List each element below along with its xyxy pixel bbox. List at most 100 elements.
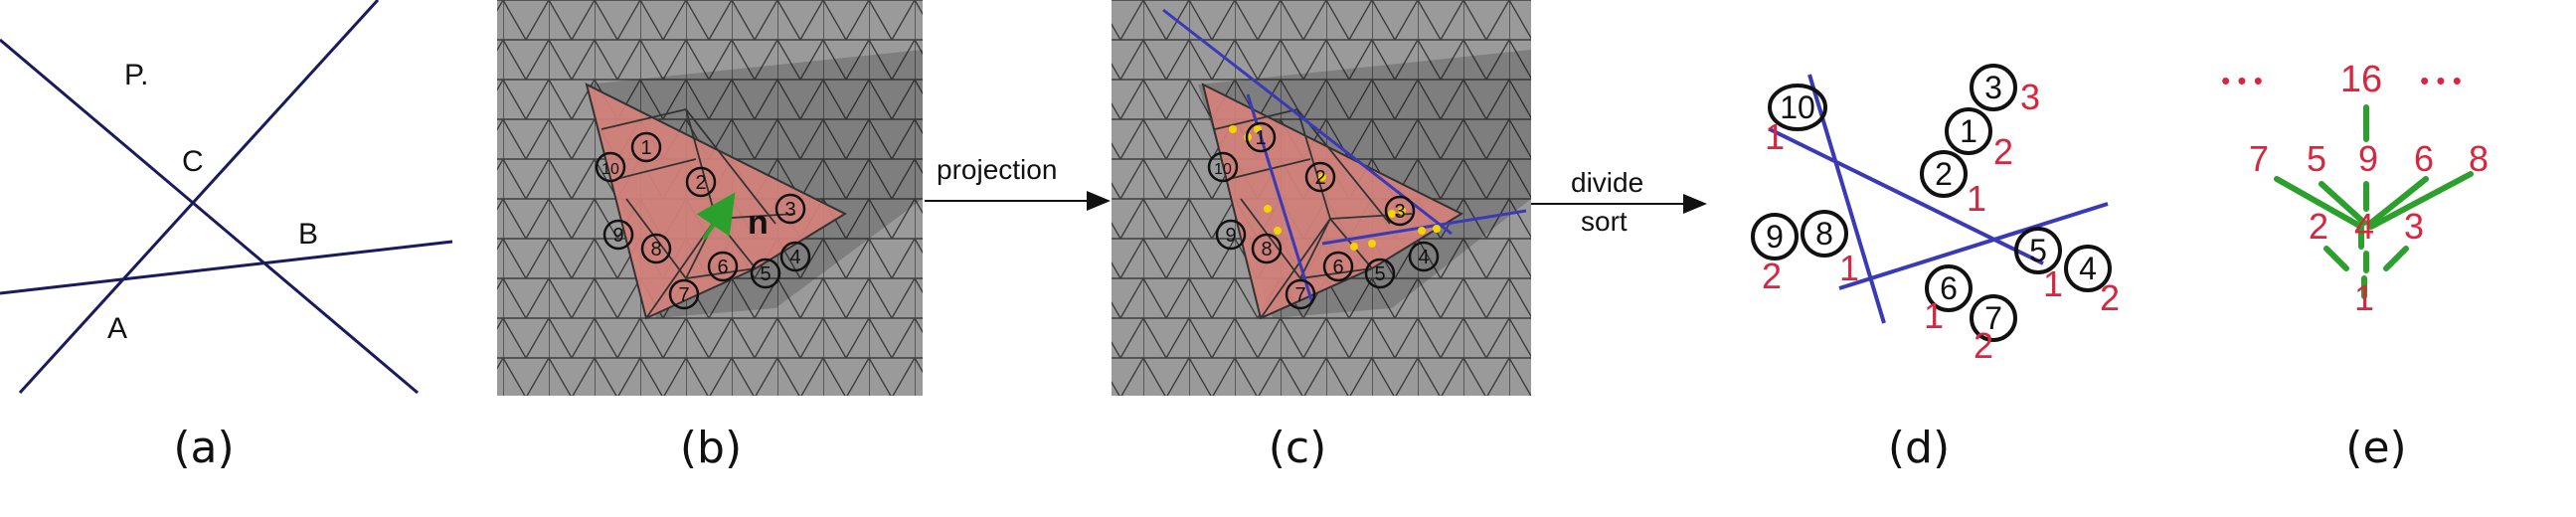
- arrow-projection: projection: [925, 154, 1111, 211]
- item-id-7: 7: [1984, 300, 2002, 336]
- tree-top: 16: [2340, 59, 2382, 100]
- item-circle-8: [1801, 210, 1848, 258]
- triangle-number-group: 1 2 3 45 6 7 8 9 10: [595, 131, 811, 310]
- line-pc: [0, 38, 419, 395]
- projected-triangle-circle-1: [1245, 121, 1277, 153]
- item-tag-7: 2: [1974, 325, 1993, 366]
- panel-e: • • • 16 • • • 7 5 9 6 8 2 4 31: [2221, 59, 2489, 318]
- triangle-number-1: 1: [640, 137, 651, 159]
- line-ac: [18, 0, 380, 395]
- panel-captions: (a) (b) (c) (d) (e): [173, 423, 2406, 473]
- item-circle-3: [1970, 64, 2017, 111]
- triangle-circle-6: [707, 251, 739, 282]
- tree-row2-5: 5: [2307, 138, 2326, 179]
- triangle-number-group-c: 1 2 3 4 5 6 7 8 9 10: [1207, 121, 1440, 310]
- projected-triangle-number-7: 7: [1294, 284, 1305, 306]
- ellipsis-right: • • •: [2420, 66, 2462, 95]
- projected-triangle-number-10: 10: [1214, 161, 1232, 178]
- item-tag-9: 2: [1762, 256, 1782, 296]
- arrow-divide-sort: divide sort: [1531, 167, 1707, 237]
- item-id-6: 6: [1940, 270, 1958, 306]
- item-circle-2: [1920, 150, 1968, 198]
- projected-triangle-number-6: 6: [1332, 257, 1343, 278]
- item-circle-5: [2014, 227, 2062, 274]
- tree-row2-6: 6: [2414, 138, 2434, 179]
- item-circle-7: [1970, 294, 2017, 342]
- tree-labels: • • • 16 • • • 7 5 9 6 8 2 4 31: [2221, 59, 2489, 318]
- tree-edges: [2274, 104, 2474, 299]
- projected-triangle-circle-4: [1408, 241, 1440, 272]
- triangle-number-9: 9: [612, 225, 623, 247]
- item-tag-8: 1: [1839, 248, 1859, 288]
- projected-triangle-circle-5: [1364, 258, 1396, 289]
- triangle-number-4: 4: [789, 247, 800, 268]
- triangle-circle-9: [602, 219, 634, 251]
- item-id-10: 10: [1780, 89, 1815, 125]
- label-c: C: [182, 145, 204, 178]
- item-circle-10: [1768, 84, 1827, 131]
- triangle-circle-5: [750, 258, 781, 289]
- projected-triangle-number-4: 4: [1418, 247, 1429, 268]
- triangle-circle-8: [640, 233, 672, 264]
- ellipsis-left: • • •: [2221, 66, 2263, 95]
- tree-row3-3: 3: [2404, 206, 2424, 247]
- item-circle-6: [1925, 264, 1973, 312]
- triangle-circle-1: [630, 131, 662, 163]
- triangle-number-6: 6: [717, 257, 728, 278]
- item-circle-1: [1945, 107, 1992, 155]
- item-tag-4: 2: [2100, 277, 2120, 318]
- projection-label: projection: [937, 154, 1057, 185]
- caption-a: (a): [173, 423, 234, 473]
- projected-triangle-circle-8: [1251, 233, 1283, 264]
- label-p: P.: [124, 59, 148, 91]
- label-a: A: [107, 312, 127, 345]
- item-id-9: 9: [1766, 219, 1784, 255]
- projected-triangle-circle-9: [1215, 219, 1247, 251]
- triangle-number-3: 3: [784, 199, 795, 221]
- projected-triangle-circle-2: [1304, 161, 1336, 193]
- triangle-number-7: 7: [678, 284, 689, 306]
- item-circle-9: [1751, 213, 1799, 260]
- item-tag-5: 1: [2043, 263, 2063, 304]
- caption-e: (e): [2345, 423, 2406, 473]
- projected-triangle-circle-7: [1285, 278, 1316, 310]
- item-circle-4: [2064, 245, 2112, 292]
- item-id-8: 8: [1815, 216, 1833, 252]
- tree-row3-4: 4: [2354, 206, 2374, 247]
- triangle-number-5: 5: [760, 263, 771, 285]
- item-id-5: 5: [2029, 233, 2047, 268]
- item-id-3: 3: [1984, 70, 2002, 105]
- intersection-dots: [1229, 125, 1441, 251]
- sort-label: sort: [1581, 206, 1628, 237]
- tree-row2-9: 9: [2358, 138, 2378, 179]
- item-tag-10: 1: [1765, 116, 1785, 157]
- item-id-4: 4: [2079, 251, 2097, 286]
- item-id-2: 2: [1935, 156, 1953, 192]
- projected-triangle-number-8: 8: [1261, 239, 1272, 260]
- projected-triangle-circle-6: [1322, 251, 1354, 282]
- tree-row2-7: 7: [2249, 138, 2269, 179]
- tree-row3-2: 2: [2309, 206, 2328, 247]
- triangle-circle-3: [774, 193, 806, 225]
- triangle-number-8: 8: [650, 239, 661, 260]
- line-ab: [0, 240, 453, 295]
- panel-b: 1 2 3 45 6 7 8 9 10 n: [497, 0, 923, 396]
- item-tag-1: 2: [1993, 131, 2013, 172]
- item-tag-6: 1: [1924, 295, 1944, 336]
- panel-a: P. C B A: [0, 0, 453, 395]
- projected-triangle-number-5: 5: [1374, 263, 1385, 285]
- item-tag-2: 1: [1967, 178, 1986, 219]
- item-id-1: 1: [1960, 113, 1977, 149]
- label-b: B: [298, 218, 318, 251]
- projected-triangle-number-1: 1: [1255, 127, 1266, 149]
- caption-c: (c): [1269, 423, 1327, 473]
- triangle-number-2: 2: [695, 172, 706, 194]
- panel-c: 1 2 3 4 5 6 7 8 9 10: [1112, 0, 1531, 396]
- item-tag-3: 3: [2020, 77, 2040, 117]
- projected-triangle-number-2: 2: [1314, 167, 1325, 189]
- divide-label: divide: [1571, 167, 1643, 198]
- tree-bottom: 1: [2354, 277, 2374, 318]
